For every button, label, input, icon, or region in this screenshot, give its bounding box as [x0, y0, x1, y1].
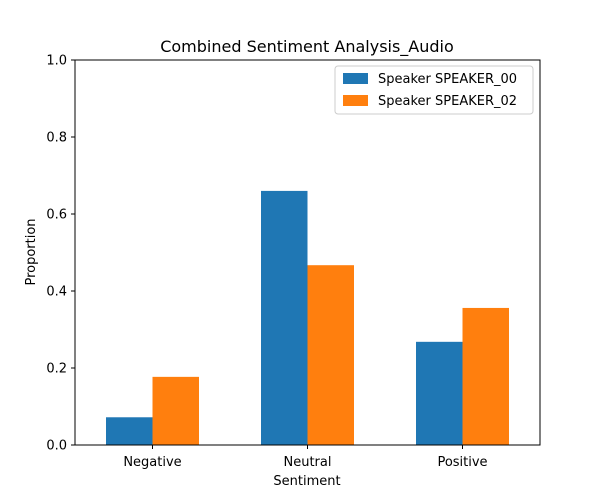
bars-layer: [106, 190, 509, 445]
legend-label-speaker-00: Speaker SPEAKER_00: [378, 72, 517, 87]
y-tick-label: 0.4: [46, 285, 67, 300]
y-tick-label: 1.0: [46, 54, 67, 69]
legend-box: [334, 65, 534, 115]
x-tick-label-negative: Negative: [123, 455, 181, 470]
bar-speaker-speaker-02-neutral: [307, 265, 354, 445]
y-tick-label: 0.0: [46, 439, 67, 454]
x-tick-label-neutral: Neutral: [284, 455, 332, 470]
legend-label-speaker-02: Speaker SPEAKER_02: [378, 94, 517, 109]
x-axis-label: Sentiment: [273, 474, 340, 489]
bar-speaker-speaker-00-negative: [106, 417, 153, 445]
bar-speaker-speaker-02-negative: [152, 376, 199, 445]
legend-swatch-speaker-02: [343, 95, 368, 106]
bar-speaker-speaker-02-positive: [462, 307, 509, 445]
y-axis-label: Proportion: [24, 218, 39, 285]
x-axis: Negative Neutral Positive: [123, 445, 488, 470]
bar-speaker-speaker-00-neutral: [261, 190, 308, 445]
legend-swatch-speaker-00: [343, 73, 368, 84]
chart-title: Combined Sentiment Analysis_Audio: [160, 37, 454, 57]
y-tick-label: 0.2: [46, 362, 67, 377]
x-tick-label-positive: Positive: [437, 455, 487, 470]
bar-speaker-speaker-00-positive: [416, 341, 463, 445]
legend: Speaker SPEAKER_00 Speaker SPEAKER_02: [334, 65, 534, 115]
y-tick-label: 0.8: [46, 131, 67, 146]
y-tick-label: 0.6: [46, 208, 67, 223]
y-axis: 0.0 0.2 0.4 0.6 0.8 1.0: [46, 54, 75, 454]
